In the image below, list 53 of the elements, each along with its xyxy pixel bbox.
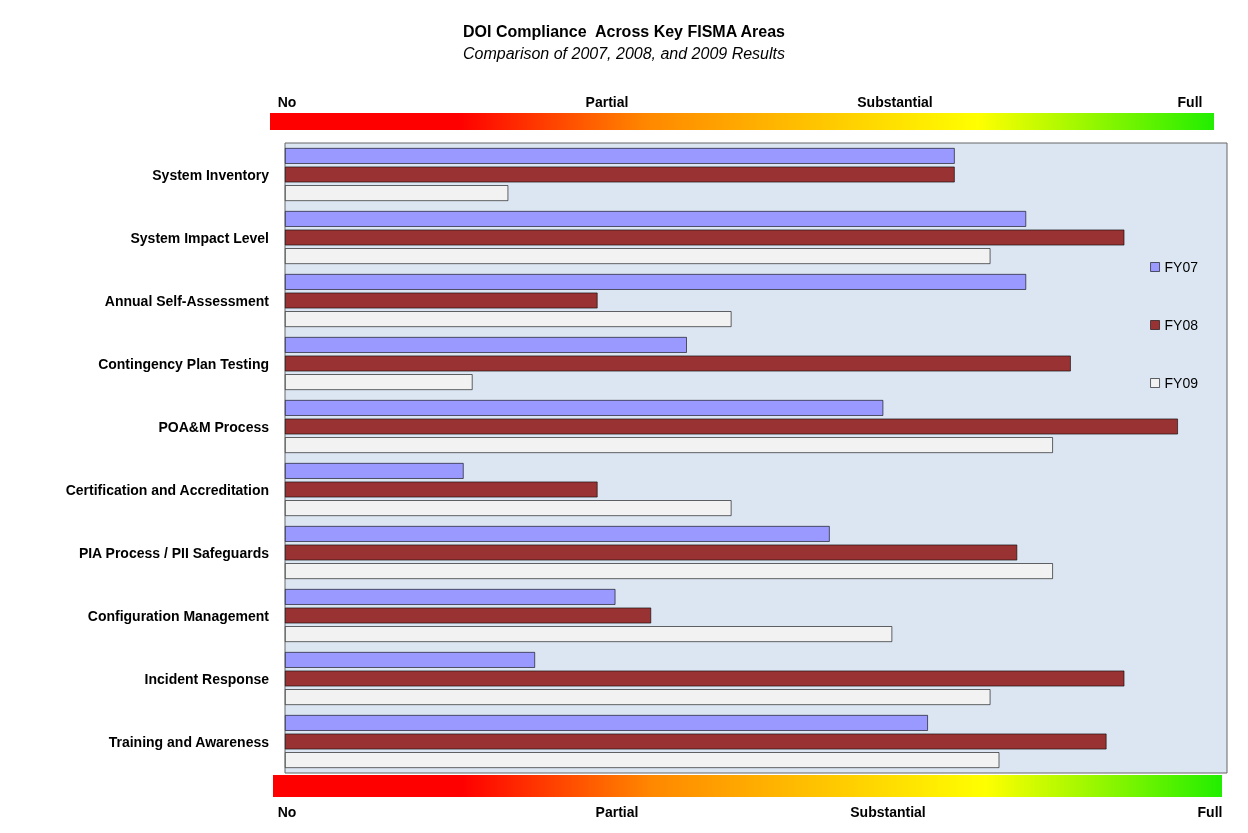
text: Substantial: [850, 804, 926, 820]
y-tick-label: Training and Awareness: [108, 733, 270, 750]
bar: [285, 311, 732, 327]
bar: [285, 437, 1053, 453]
bar: [285, 374, 473, 390]
text: Full: [1177, 94, 1203, 110]
bar: [285, 337, 687, 353]
text: No: [277, 804, 297, 820]
bar: [285, 563, 1053, 579]
bar: [285, 166, 955, 183]
bar: [285, 400, 884, 416]
chart-subtitle: Comparison of 2007, 2008, and 2009 Results: [463, 44, 785, 62]
bar: [285, 248, 991, 264]
text: Full: [1197, 804, 1223, 820]
bar: [285, 148, 955, 164]
bar: [285, 752, 1000, 768]
bar: [285, 185, 509, 201]
y-tick-label: Annual Self-Assessment: [104, 292, 270, 309]
y-tick-label: POA&M Process: [158, 418, 270, 435]
bar: [285, 229, 1125, 246]
bar: [285, 589, 616, 605]
bar: [285, 481, 598, 498]
bar: [285, 733, 1107, 750]
bar: [285, 292, 598, 309]
bar: [285, 500, 732, 516]
bar: [285, 274, 1027, 290]
bar: [285, 463, 464, 479]
y-tick-label: Certification and Accreditation: [65, 481, 269, 498]
bar: [285, 689, 991, 705]
legend-label: FY09: [1164, 375, 1199, 391]
text: Partial: [585, 94, 629, 110]
chart-title: DOI Compliance Across Key FISMA Areas: [463, 22, 786, 40]
bar: [285, 211, 1027, 227]
bar: [285, 670, 1125, 687]
y-tick-label: System Impact Level: [130, 229, 269, 246]
y-tick-label: System Inventory: [152, 166, 270, 183]
bar: [285, 607, 652, 624]
bar: [285, 652, 536, 668]
text: Substantial: [857, 94, 933, 110]
bar: [285, 418, 1178, 435]
text: Partial: [595, 804, 639, 820]
y-tick-label: Incident Response: [144, 670, 270, 687]
legend-label: FY07: [1164, 259, 1199, 275]
bar: [285, 715, 928, 731]
legend-label: FY08: [1164, 317, 1199, 333]
bar: [285, 544, 1018, 561]
bar: [285, 526, 830, 542]
y-tick-label: PIA Process / PII Safeguards: [78, 544, 270, 561]
y-tick-label: Configuration Management: [87, 607, 270, 624]
bar: [285, 355, 1071, 372]
bar: [285, 626, 893, 642]
text: No: [277, 94, 297, 110]
y-tick-label: Contingency Plan Testing: [98, 355, 269, 372]
